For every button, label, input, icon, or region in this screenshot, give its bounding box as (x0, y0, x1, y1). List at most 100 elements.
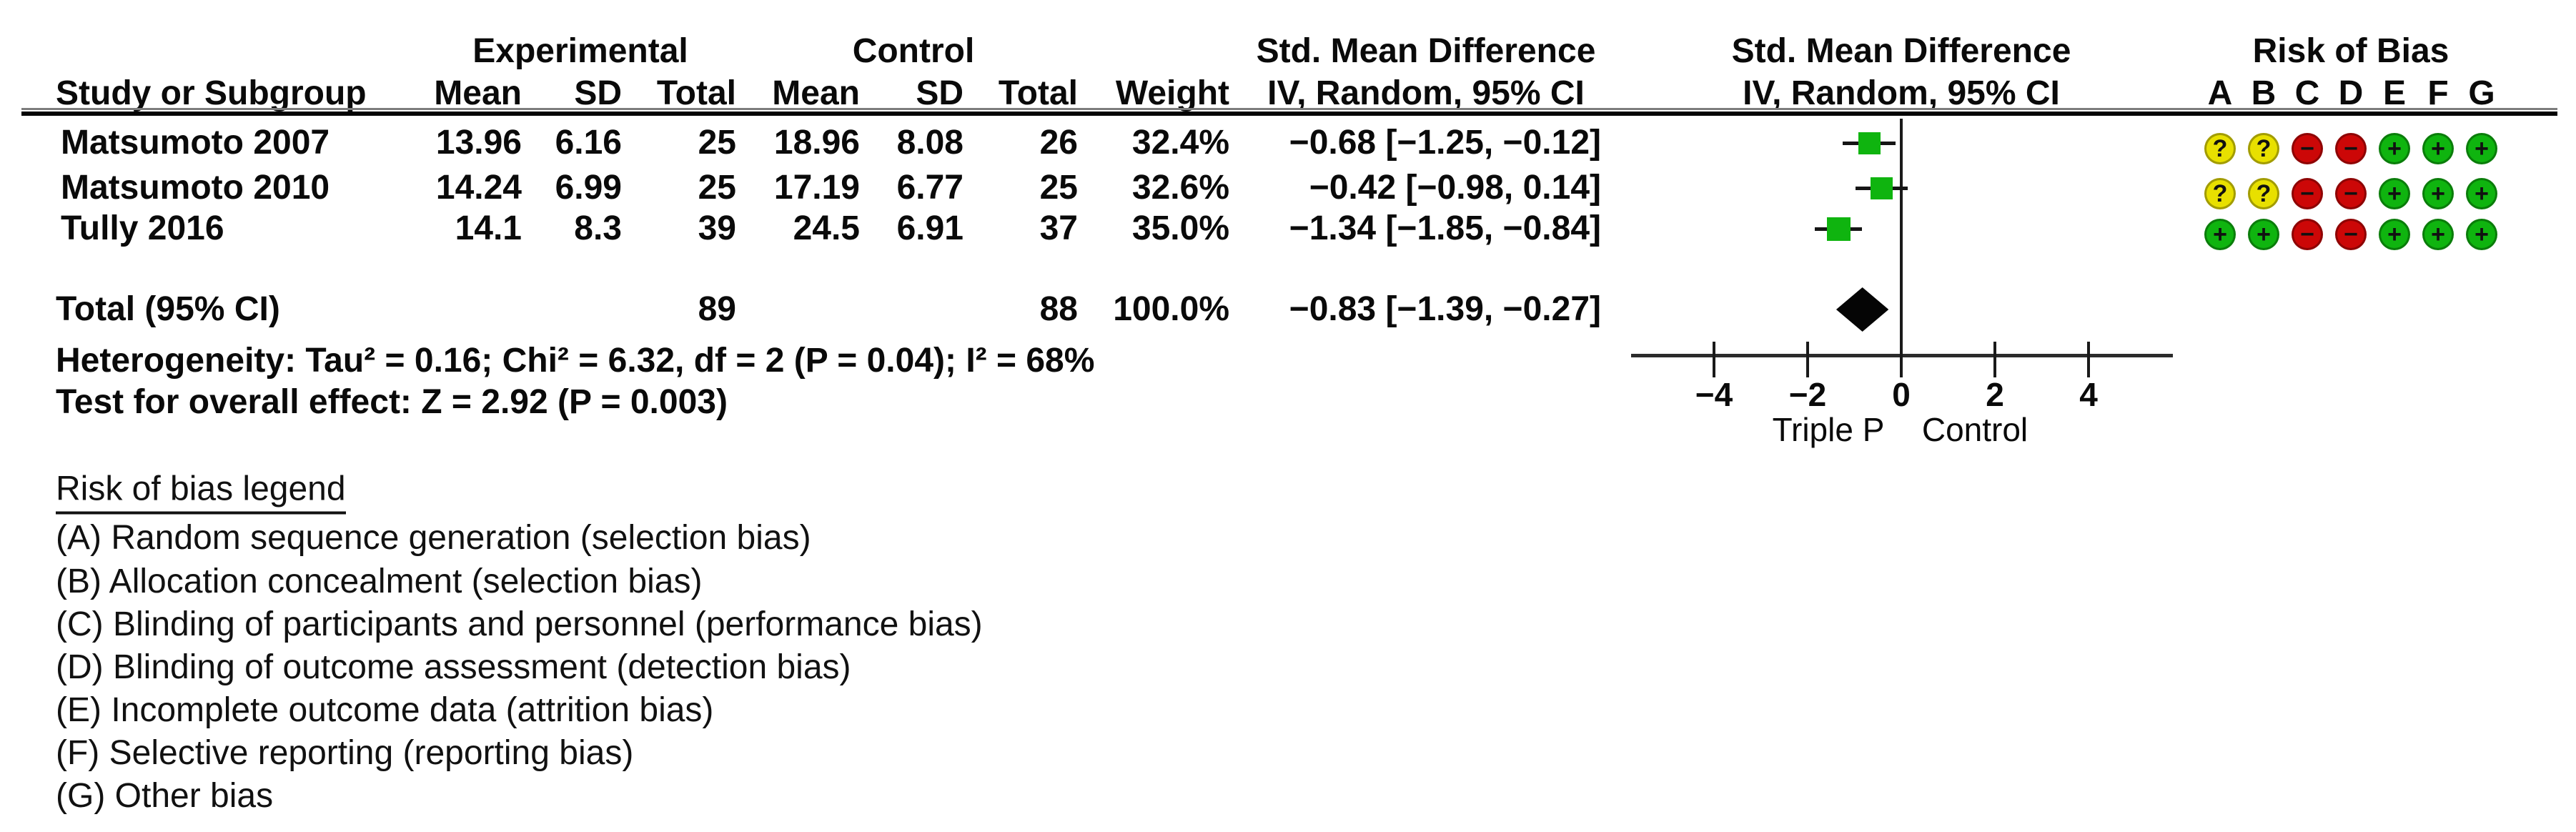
x-axis-label-right: Control (1921, 411, 2028, 448)
rob-circle: ? (2204, 178, 2236, 209)
rob-circle: − (2335, 178, 2367, 209)
exp-sd-cell: 6.16 (555, 124, 622, 162)
x-axis-tick-label: 0 (1892, 376, 1911, 413)
rob-column-letter: E (2382, 74, 2407, 112)
column-header-study: Study or Subgroup (56, 74, 367, 112)
x-axis-tick (1993, 342, 1996, 377)
rob-circle: + (2379, 219, 2410, 250)
rob-circle: − (2335, 219, 2367, 250)
rob-legend-item: (E) Incomplete outcome data (attrition b… (56, 691, 714, 729)
heterogeneity-note: Heterogeneity: Tau² = 0.16; Chi² = 6.32,… (56, 342, 1095, 380)
weight-cell: 35.0% (1131, 209, 1229, 247)
rob-circle: ? (2248, 133, 2279, 164)
total-label: Total (95% CI) (56, 290, 280, 328)
rob-circle: + (2204, 219, 2236, 250)
rob-circle: + (2466, 219, 2497, 250)
column-header-ctrl-sd: SD (916, 74, 963, 112)
column-header-iv-plot: IV, Random, 95% CI (1743, 74, 2060, 112)
ci-text-cell: −1.34 [−1.85, −0.84] (1289, 209, 1601, 247)
x-axis-tick (2087, 342, 2090, 377)
rob-circle: ? (2248, 178, 2279, 209)
column-header-ctrl-mean: Mean (772, 74, 860, 112)
x-axis-label-left: Triple P (1772, 411, 1885, 448)
weight-cell: 32.6% (1131, 169, 1229, 207)
ctrl-mean-cell: 17.19 (773, 169, 860, 207)
rob-circle: − (2292, 133, 2323, 164)
rob-circle: + (2248, 219, 2279, 250)
column-header-exp-mean: Mean (434, 74, 522, 112)
header-separator-dark (21, 112, 2557, 116)
column-header-ctrl-total: Total (998, 74, 1078, 112)
exp-total-cell: 25 (698, 169, 736, 207)
total-ci-text: −0.83 [−1.39, −0.27] (1289, 290, 1601, 328)
overall-effect-note: Test for overall effect: Z = 2.92 (P = 0… (56, 383, 728, 421)
rob-circle: + (2422, 219, 2454, 250)
total-ctrl-n: 88 (1039, 290, 1078, 328)
ctrl-sd-cell: 6.91 (896, 209, 963, 247)
x-axis-tick-label: 2 (1986, 376, 2004, 413)
rob-legend-item: (G) Other bias (56, 777, 274, 815)
zero-effect-line (1900, 119, 1903, 355)
ctrl-mean-cell: 24.5 (793, 209, 860, 247)
rob-column-letter: D (2338, 74, 2364, 112)
ctrl-total-cell: 25 (1039, 169, 1078, 207)
exp-mean-cell: 14.1 (455, 209, 522, 247)
exp-total-cell: 25 (698, 124, 736, 162)
study-name: Tully 2016 (61, 209, 224, 247)
x-axis-tick-label: 4 (2079, 376, 2098, 413)
column-header-exp-sd: SD (574, 74, 622, 112)
rob-circle: + (2466, 133, 2497, 164)
total-weight: 100.0% (1113, 290, 1229, 328)
rob-circle: + (2379, 133, 2410, 164)
exp-sd-cell: 8.3 (574, 209, 622, 247)
column-header-weight: Weight (1115, 74, 1229, 112)
total-exp-n: 89 (698, 290, 736, 328)
rob-column-letter: C (2294, 74, 2320, 112)
ci-text-cell: −0.68 [−1.25, −0.12] (1289, 124, 1601, 162)
total-diamond (1836, 287, 1889, 332)
column-group-control: Control (852, 32, 975, 70)
rob-column-letter: F (2427, 74, 2449, 112)
exp-mean-cell: 14.24 (435, 169, 522, 207)
exp-mean-cell: 13.96 (435, 124, 522, 162)
column-header-iv-text: IV, Random, 95% CI (1267, 74, 1585, 112)
ctrl-sd-cell: 6.77 (896, 169, 963, 207)
rob-legend-item: (F) Selective reporting (reporting bias) (56, 734, 634, 772)
x-axis-tick (1713, 342, 1715, 377)
rob-column-letter: A (2207, 74, 2233, 112)
exp-total-cell: 39 (698, 209, 736, 247)
x-axis-tick (1900, 342, 1903, 377)
rob-column-letter: G (2468, 74, 2495, 112)
rob-circle: − (2292, 178, 2323, 209)
ctrl-mean-cell: 18.96 (773, 124, 860, 162)
rob-circle: ? (2204, 133, 2236, 164)
column-group-risk-of-bias: Risk of Bias (2252, 32, 2449, 70)
column-group-smd-text: Std. Mean Difference (1256, 32, 1596, 70)
rob-circle: + (2466, 178, 2497, 209)
rob-column-letter: B (2251, 74, 2277, 112)
rob-legend-item: (B) Allocation concealment (selection bi… (56, 563, 703, 600)
ctrl-total-cell: 26 (1039, 124, 1078, 162)
x-axis-tick-label: −2 (1788, 376, 1827, 413)
ci-text-cell: −0.42 [−0.98, 0.14] (1309, 169, 1601, 207)
ctrl-total-cell: 37 (1039, 209, 1078, 247)
weight-cell: 32.4% (1131, 124, 1229, 162)
x-axis-tick (1806, 342, 1809, 377)
study-name: Matsumoto 2010 (61, 169, 330, 207)
x-axis-tick-label: −4 (1695, 376, 1733, 413)
column-group-experimental: Experimental (472, 32, 688, 70)
effect-square (1826, 217, 1851, 241)
rob-legend-item: (C) Blinding of participants and personn… (56, 605, 983, 643)
effect-square (1858, 132, 1881, 154)
ctrl-sd-cell: 8.08 (896, 124, 963, 162)
rob-circle: − (2335, 133, 2367, 164)
rob-legend-title: Risk of bias legend (56, 472, 346, 515)
study-name: Matsumoto 2007 (61, 124, 330, 162)
rob-circle: + (2422, 133, 2454, 164)
rob-legend-item: (A) Random sequence generation (selectio… (56, 519, 811, 557)
column-header-exp-total: Total (656, 74, 736, 112)
rob-circle: − (2292, 219, 2323, 250)
rob-circle: + (2422, 178, 2454, 209)
effect-square (1870, 177, 1893, 199)
